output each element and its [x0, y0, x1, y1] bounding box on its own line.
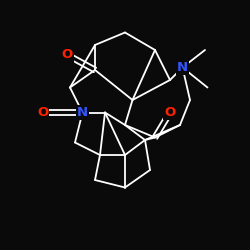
Text: N: N — [177, 61, 188, 74]
Text: O: O — [164, 106, 175, 119]
Text: N: N — [77, 106, 88, 119]
Text: O: O — [62, 48, 73, 62]
Text: O: O — [37, 106, 48, 119]
